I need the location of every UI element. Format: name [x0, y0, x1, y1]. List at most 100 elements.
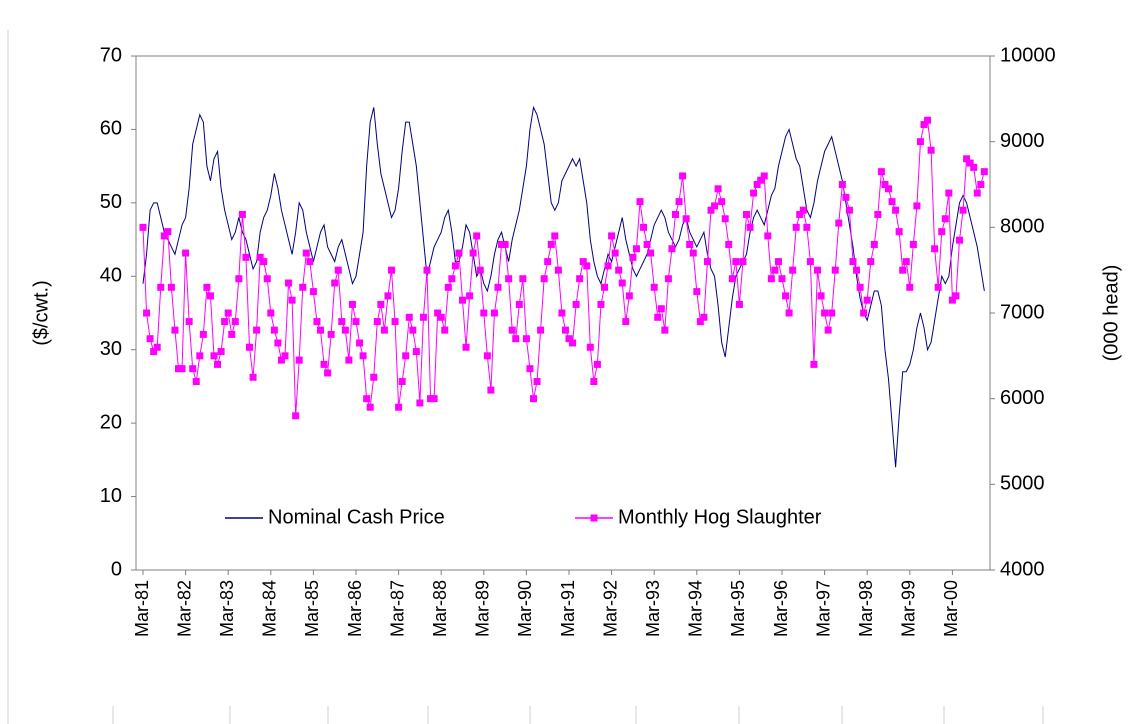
marker: [760, 172, 768, 180]
marker: [771, 266, 779, 274]
y-tick-label: 10: [100, 485, 122, 507]
marker: [561, 326, 569, 334]
marker: [913, 202, 921, 210]
marker: [725, 240, 733, 248]
marker: [143, 309, 151, 317]
marker: [796, 210, 804, 218]
marker: [860, 309, 868, 317]
marker: [863, 296, 871, 304]
marker: [430, 395, 438, 403]
y-tick-label: 50: [100, 191, 122, 213]
marker: [373, 318, 381, 326]
marker: [757, 176, 765, 184]
marker: [242, 253, 250, 261]
marker: [966, 159, 974, 167]
marker: [952, 292, 960, 300]
marker: [377, 300, 385, 308]
y2-tick-label: 6000: [1000, 387, 1045, 409]
marker: [547, 240, 555, 248]
marker: [267, 309, 275, 317]
marker: [902, 258, 910, 266]
marker: [476, 266, 484, 274]
marker: [750, 189, 758, 197]
y-tick-label: 20: [100, 411, 122, 433]
marker: [707, 206, 715, 214]
marker: [175, 365, 182, 373]
marker: [302, 249, 310, 257]
legend-marker: [590, 514, 598, 522]
marker: [388, 266, 395, 274]
marker: [210, 352, 218, 360]
marker: [427, 395, 435, 403]
marker: [640, 223, 648, 231]
marker: [927, 146, 935, 154]
marker: [380, 326, 388, 334]
marker: [782, 292, 790, 300]
marker: [874, 210, 882, 218]
marker: [263, 275, 271, 283]
x-tick-label: Mar-82: [174, 580, 194, 637]
marker: [544, 258, 552, 266]
marker: [892, 206, 900, 214]
marker: [519, 275, 527, 283]
marker: [686, 240, 694, 248]
marker: [980, 168, 988, 176]
marker: [899, 266, 907, 274]
marker: [941, 215, 949, 223]
marker: [622, 318, 630, 326]
x-tick-label: Mar-81: [132, 580, 152, 637]
x-tick-label: Mar-98: [856, 580, 876, 637]
y2-tick-label: 8000: [1000, 216, 1045, 238]
marker: [185, 318, 193, 326]
x-tick-label: Mar-95: [728, 580, 748, 637]
marker: [256, 253, 264, 261]
sheet-grid: [7, 30, 1044, 724]
marker: [661, 326, 669, 334]
y-tick-label: 70: [100, 44, 122, 66]
marker: [824, 326, 832, 334]
marker: [462, 343, 470, 351]
marker: [551, 232, 559, 240]
marker: [732, 258, 740, 266]
marker: [689, 249, 697, 257]
marker: [590, 378, 598, 386]
marker: [597, 300, 605, 308]
y-tick-label: 60: [100, 118, 122, 140]
marker: [668, 245, 676, 253]
marker: [888, 198, 896, 206]
marker: [718, 198, 726, 206]
marker: [494, 283, 502, 291]
marker: [345, 356, 353, 364]
marker: [530, 395, 537, 403]
marker: [490, 309, 498, 317]
marker: [281, 352, 289, 360]
marker: [615, 266, 623, 274]
x-tick-label: Mar-84: [260, 580, 280, 637]
x-tick-label: Mar-87: [387, 580, 407, 637]
marker: [945, 189, 953, 197]
marker: [959, 206, 967, 214]
marker: [764, 232, 772, 240]
marker: [632, 245, 640, 253]
marker: [948, 296, 956, 304]
marker: [586, 343, 594, 351]
marker: [199, 330, 207, 338]
marker: [206, 292, 214, 300]
legend-label: Monthly Hog Slaughter: [618, 506, 822, 528]
marker: [434, 309, 442, 317]
marker: [249, 373, 257, 381]
x-tick-label: Mar-91: [558, 580, 578, 637]
marker: [938, 228, 946, 236]
y2-tick-label: 4000: [1000, 558, 1045, 580]
legend-label: Nominal Cash Price: [268, 506, 445, 528]
marker: [270, 326, 278, 334]
marker: [728, 275, 736, 283]
marker: [292, 412, 300, 420]
marker: [348, 300, 356, 308]
marker: [821, 309, 829, 317]
marker: [338, 318, 346, 326]
marker: [395, 403, 403, 411]
marker: [466, 292, 474, 300]
marker: [647, 249, 655, 257]
